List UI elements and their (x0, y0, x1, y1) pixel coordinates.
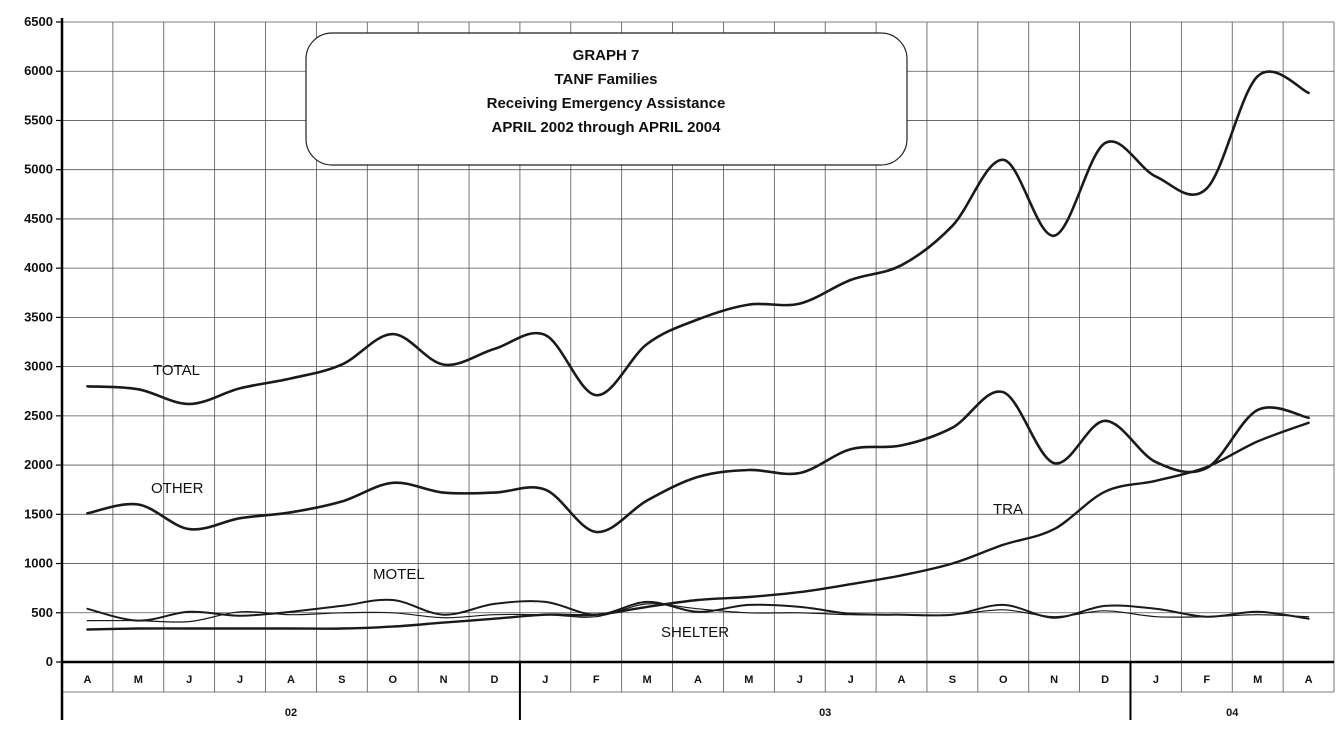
series-lines (86, 70, 1310, 631)
year-label-04: 04 (1226, 707, 1239, 719)
series-labels: TOTAL OTHER TRA MOTEL SHELTER (151, 362, 1023, 641)
y-tick-label-1500: 1500 (24, 506, 53, 521)
y-tick-label-3500: 3500 (24, 309, 53, 324)
y-tick-label-1000: 1000 (24, 556, 53, 571)
x-tick-label-11: M (643, 674, 652, 686)
x-tick-label-9: J (542, 674, 548, 686)
series-line-motel (86, 598, 1310, 622)
x-tick-label-3: J (237, 674, 243, 686)
title-box-frame (305, 32, 908, 166)
axes (60, 18, 1334, 720)
title-line-4: APRIL 2002 through APRIL 2004 (492, 119, 722, 136)
x-tick-label-17: S (949, 674, 956, 686)
x-tick-label-13: M (744, 674, 753, 686)
y-tick-label-2500: 2500 (24, 408, 53, 423)
y-tick-label-2000: 2000 (24, 457, 53, 472)
y-tick-label-6000: 6000 (24, 63, 53, 78)
y-tick-label-5500: 5500 (24, 112, 53, 127)
y-tick-label-4000: 4000 (24, 260, 53, 275)
series-line-tra (86, 421, 1310, 631)
series-label-shelter: SHELTER (661, 624, 729, 641)
x-tick-label-22: F (1203, 674, 1210, 686)
x-tick-label-18: O (999, 674, 1008, 686)
x-tick-label-12: A (694, 674, 702, 686)
y-tick-label-4500: 4500 (24, 211, 53, 226)
y-tick-label-5000: 5000 (24, 162, 53, 177)
x-tick-label-6: O (388, 674, 397, 686)
title-line-2: TANF Families (554, 71, 657, 88)
year-label-03: 03 (819, 707, 831, 719)
x-tick-label-0: A (83, 674, 91, 686)
title-line-3: Receiving Emergency Assistance (487, 95, 726, 112)
title-line-1: GRAPH 7 (573, 47, 640, 64)
x-tick-label-21: J (1153, 674, 1159, 686)
x-tick-label-4: A (287, 674, 295, 686)
y-axis-ticks: 0 500 1000 1500 2000 2500 3000 3500 4000 4500 5000… (24, 14, 62, 669)
y-tick-label-3000: 3000 (24, 359, 53, 374)
x-tick-label-10: F (593, 674, 600, 686)
x-axis-categories: A M J J A S O N D J F M A M J J A S O N D J F M A 02 03 04 (83, 662, 1313, 720)
x-tick-label-14: J (797, 674, 803, 686)
y-tick-label-6500: 6500 (24, 14, 53, 29)
x-tick-label-5: S (338, 674, 345, 686)
series-line-total (86, 70, 1310, 406)
x-tick-label-19: N (1050, 674, 1058, 686)
y-tick-label-500: 500 (31, 605, 53, 620)
x-tick-label-1: M (134, 674, 143, 686)
series-label-tra: TRA (993, 501, 1023, 518)
series-label-motel: MOTEL (373, 566, 425, 583)
year-label-02: 02 (285, 707, 297, 719)
series-label-total: TOTAL (153, 362, 200, 379)
series-line-shelter (86, 603, 1310, 623)
x-tick-label-23: M (1253, 674, 1262, 686)
x-tick-label-7: N (440, 674, 448, 686)
series-label-other: OTHER (151, 480, 204, 497)
x-tick-label-2: J (186, 674, 192, 686)
x-tick-label-16: A (898, 674, 906, 686)
y-tick-label-0: 0 (46, 654, 53, 669)
x-tick-label-8: D (491, 674, 499, 686)
x-tick-label-20: D (1101, 674, 1109, 686)
x-tick-label-24: A (1305, 674, 1313, 686)
x-tick-label-15: J (848, 674, 854, 686)
series-line-other (86, 390, 1310, 534)
title-box: GRAPH 7 TANF Families Receiving Emergenc… (305, 32, 908, 166)
